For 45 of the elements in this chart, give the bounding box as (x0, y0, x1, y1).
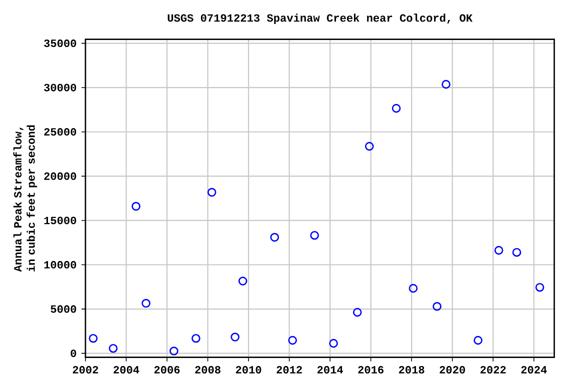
point (392, 104, 401, 113)
x-tick-label: 2018 (398, 366, 424, 374)
point (432, 302, 442, 311)
y-tick-label: 20000 (44, 172, 76, 180)
x-tick-label: 2004 (114, 366, 140, 374)
point (207, 188, 216, 197)
chart-title: USGS 071912213 Spavinaw Creek near Colcord, OK (168, 14, 473, 24)
x-tick-label: 2010 (236, 366, 262, 374)
y-tick-label: 25000 (44, 128, 76, 136)
point (238, 276, 248, 286)
point (170, 346, 178, 356)
point (108, 344, 118, 353)
point (408, 284, 418, 293)
point (288, 336, 297, 345)
point (352, 308, 362, 317)
x-tick-label: 2002 (72, 366, 98, 374)
point (329, 338, 338, 348)
point (442, 80, 450, 89)
point (512, 248, 522, 257)
point (310, 230, 319, 240)
y-tick-label: 5000 (50, 305, 76, 313)
y-tick-label: 35000 (44, 40, 76, 48)
point (192, 334, 200, 343)
y-tick-label: 10000 (44, 261, 76, 269)
x-tick-label: 2024 (521, 366, 547, 374)
x-tick-label: 2012 (276, 366, 302, 374)
point (474, 336, 482, 345)
x-tick-label: 2014 (317, 366, 344, 374)
y-tick-label: 30000 (44, 84, 76, 92)
x-tick-label: 2020 (440, 366, 465, 374)
point (142, 298, 150, 308)
y-tick-label: 0 (70, 350, 76, 358)
point (88, 334, 98, 343)
x-tick-label: 2006 (154, 366, 180, 374)
point (132, 202, 140, 211)
point (535, 282, 544, 292)
point (230, 332, 240, 342)
point (364, 142, 374, 151)
point (270, 232, 280, 242)
x-tick-label: 2008 (195, 366, 220, 374)
x-tick-label: 2022 (480, 366, 506, 374)
y-tick-label: 15000 (44, 216, 76, 224)
x-tick-label: 2016 (358, 366, 384, 374)
y-axis-title: Annual Peak Streamflow, in cubic feet per second (13, 125, 38, 272)
point (494, 246, 504, 255)
